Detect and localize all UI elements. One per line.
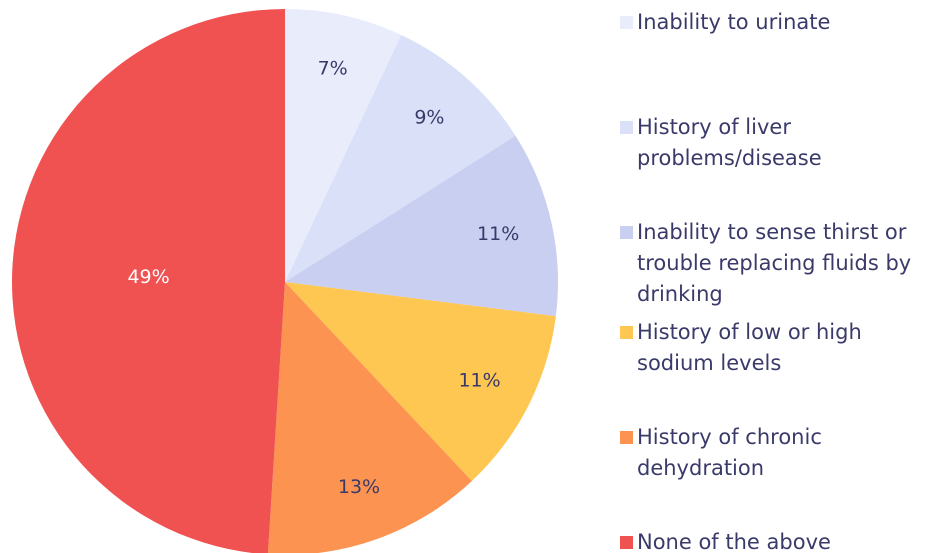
legend-swatch xyxy=(620,16,633,29)
slice-label: 49% xyxy=(127,266,169,288)
pie-slice xyxy=(267,282,472,553)
slice-label: 9% xyxy=(414,107,444,129)
legend-label: None of the above xyxy=(637,530,831,553)
legend-swatch xyxy=(620,121,633,134)
slice-label: 13% xyxy=(338,476,380,498)
legend-label: History of low or high sodium levels xyxy=(637,320,862,375)
legend-label: Inability to sense thirst or trouble rep… xyxy=(637,220,912,306)
legend-swatch xyxy=(620,431,633,444)
slice-label: 11% xyxy=(458,370,500,392)
slice-label: 7% xyxy=(318,57,348,79)
legend-label: History of liver problems/disease xyxy=(637,115,822,170)
legend-swatch xyxy=(620,536,633,549)
pie-slice xyxy=(285,9,402,282)
legend-swatch xyxy=(620,326,633,339)
pie-slice xyxy=(12,9,285,553)
pie-slice xyxy=(285,282,556,482)
legend-label: History of chronic dehydration xyxy=(637,425,822,480)
legend-swatch xyxy=(620,226,633,239)
pie-slice xyxy=(285,34,516,283)
legend-label: Inability to urinate xyxy=(637,10,831,34)
slice-label: 11% xyxy=(477,223,519,245)
pie: 7% 9% 11% 11% 13% 49% xyxy=(12,9,558,553)
pie-slice xyxy=(285,135,558,317)
